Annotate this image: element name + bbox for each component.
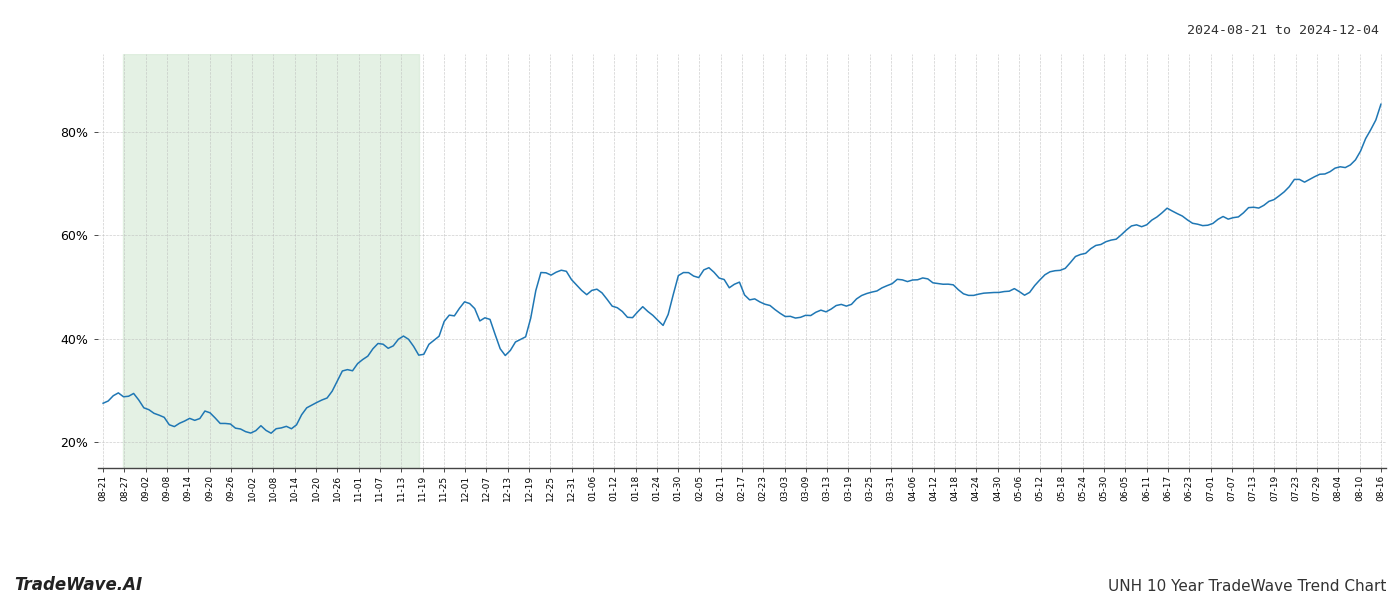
Bar [123,54,419,468]
Text: 2024-08-21 to 2024-12-04: 2024-08-21 to 2024-12-04 [1187,24,1379,37]
Text: TradeWave.AI: TradeWave.AI [14,576,143,594]
Text: UNH 10 Year TradeWave Trend Chart: UNH 10 Year TradeWave Trend Chart [1107,579,1386,594]
